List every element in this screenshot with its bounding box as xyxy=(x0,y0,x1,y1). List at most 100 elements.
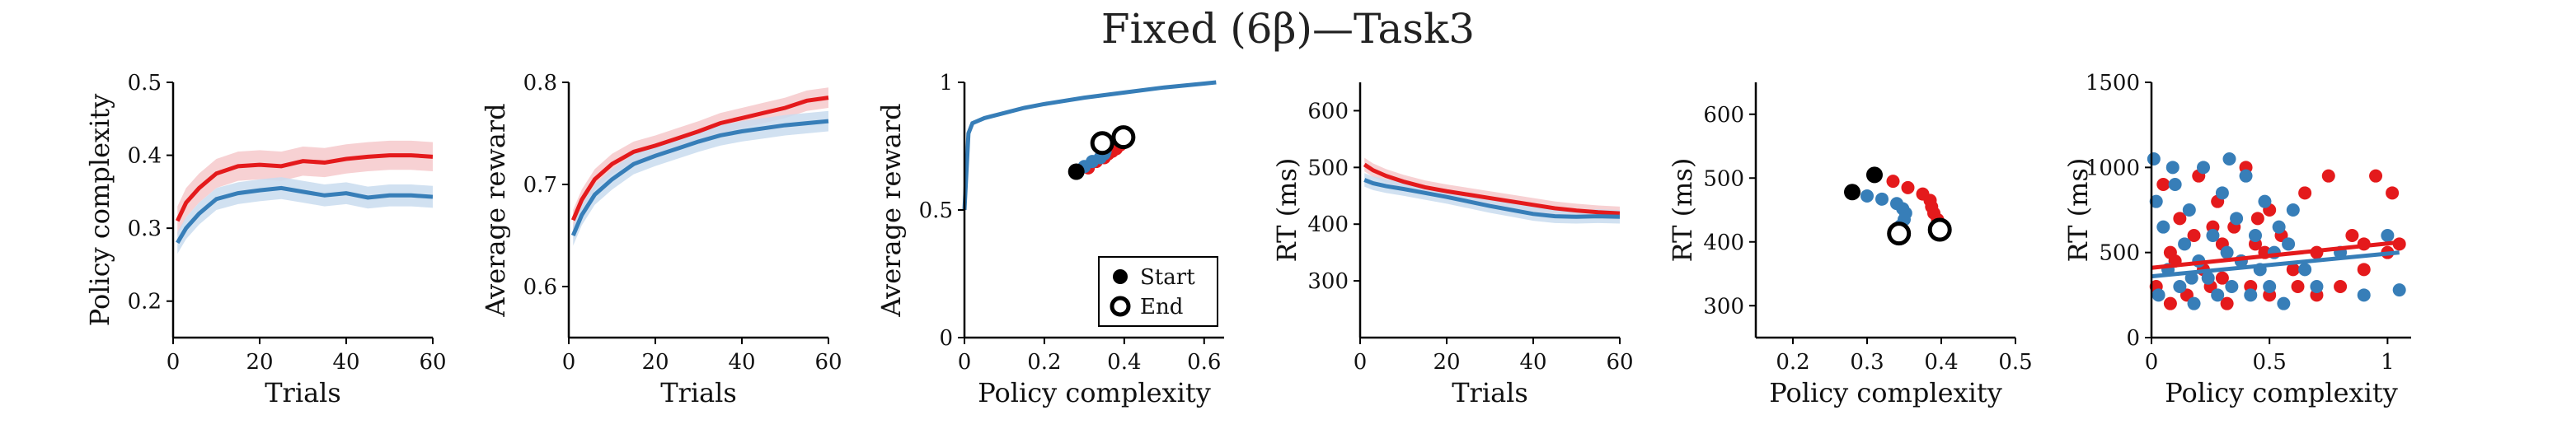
x-tick-label: 0.2 xyxy=(1776,350,1809,375)
chart-panel-1: 0 20 40 60 0.2 0.3 0.4 0.5 Trials Policy complexi… xyxy=(84,71,447,408)
y-tick-label: 0.2 xyxy=(128,290,162,315)
data-point-red xyxy=(2173,212,2187,226)
y-tick-label: 0.7 xyxy=(523,173,557,198)
y-tick-label: 0 xyxy=(939,326,953,351)
x-tick-label: 0.5 xyxy=(1998,350,2032,375)
y-tick-label: 600 xyxy=(1703,103,1744,128)
data-point-red xyxy=(1901,180,1915,194)
y-tick-label: 0.4 xyxy=(128,144,162,169)
y-tick-label: 1 xyxy=(939,71,953,96)
legend-end-marker xyxy=(1110,296,1131,317)
data-point-red xyxy=(2250,212,2264,226)
start-marker xyxy=(1844,184,1860,201)
y-tick-label: 0.6 xyxy=(523,275,557,300)
y-tick-label: 0.3 xyxy=(128,217,162,241)
data-point-red xyxy=(2386,186,2400,200)
x-tick-label: 0.4 xyxy=(1924,350,1958,375)
data-point-blue xyxy=(2277,296,2291,310)
x-tick-label: 0 xyxy=(562,350,576,375)
x-tick-label: 20 xyxy=(641,350,669,375)
x-tick-label: 60 xyxy=(1606,350,1633,375)
data-point-blue xyxy=(1875,192,1889,206)
data-point-blue xyxy=(2197,161,2210,175)
data-point-blue xyxy=(2357,288,2371,302)
series-line-blue xyxy=(1363,178,1621,219)
y-tick-label: 0.5 xyxy=(919,198,953,223)
y-tick-label: 0.8 xyxy=(523,71,557,96)
chart-panel-4: 0 20 40 60 300 400 500 600 Trials RT (ms) xyxy=(1271,82,1634,408)
data-point-blue xyxy=(2215,186,2229,200)
x-tick-label: 0.4 xyxy=(1107,350,1141,375)
data-point-blue xyxy=(2272,220,2286,234)
y-tick-label: 500 xyxy=(1703,166,1744,191)
data-point-blue xyxy=(2244,288,2258,302)
chart-panel-3: 0 0.2 0.4 0.6 0 0.5 1 Policy complexity Average … xyxy=(875,71,1224,408)
data-point-blue xyxy=(2187,296,2201,310)
data-point-blue xyxy=(2211,288,2225,302)
fit-line-blue xyxy=(2151,250,2400,279)
data-point-blue xyxy=(2225,280,2239,293)
data-point-red xyxy=(2334,280,2348,293)
data-point-red xyxy=(2291,280,2305,293)
y-tick-label: 300 xyxy=(1703,294,1744,319)
data-point-blue xyxy=(2178,237,2192,251)
data-point-blue xyxy=(2282,237,2296,251)
legend-start-marker xyxy=(1113,269,1128,284)
end-marker xyxy=(1927,217,1952,242)
y-tick-label: 600 xyxy=(1307,99,1349,124)
series-band-blue xyxy=(1364,173,1620,224)
legend-entry: Start xyxy=(1140,265,1195,290)
x-tick-label: 0 xyxy=(167,350,181,375)
x-tick-label: 60 xyxy=(419,350,446,375)
y-tick-label: 300 xyxy=(1307,269,1349,294)
data-point-red xyxy=(1886,175,1900,189)
x-tick-label: 0.2 xyxy=(1027,350,1061,375)
series-line-blue xyxy=(176,185,434,245)
data-point-blue xyxy=(2220,245,2234,259)
y-axis-label: RT (ms) xyxy=(1667,158,1698,263)
legend-entry: End xyxy=(1140,295,1183,319)
data-point-red xyxy=(2286,263,2300,277)
data-point-blue xyxy=(2165,161,2180,175)
frontier-line xyxy=(962,80,1217,211)
x-tick-label: 0.3 xyxy=(1850,350,1884,375)
end-marker xyxy=(1090,131,1114,156)
x-tick-label: 20 xyxy=(1433,350,1460,375)
y-tick-label: 400 xyxy=(1307,212,1349,237)
x-tick-label: 60 xyxy=(814,350,842,375)
chart-panel-6: 0 0.5 1 0 500 1000 1500 Policy complexity RT (ms… xyxy=(2062,71,2411,408)
end-marker xyxy=(1887,221,1912,246)
data-point-blue xyxy=(2310,280,2324,293)
data-point-blue xyxy=(2147,152,2161,166)
data-point-red xyxy=(2369,169,2383,183)
chart-panel-2: 0 20 40 60 0.6 0.7 0.8 Trials Average reward xyxy=(480,71,842,408)
data-point-blue xyxy=(2239,169,2253,183)
data-point-red xyxy=(2298,186,2312,200)
figure-title: Fixed (6β)—Task3 xyxy=(1100,5,1476,53)
data-point-blue xyxy=(2156,220,2170,234)
data-point-red xyxy=(2357,263,2371,277)
x-tick-label: 0.6 xyxy=(1187,350,1221,375)
y-tick-label: 500 xyxy=(1307,156,1349,180)
y-tick-label: 1500 xyxy=(2086,71,2140,96)
data-point-blue xyxy=(2381,229,2395,242)
series-line-blue xyxy=(570,119,829,236)
data-point-blue xyxy=(2258,194,2272,208)
data-point-blue xyxy=(2222,152,2236,166)
data-point-blue xyxy=(2149,194,2163,208)
data-point-blue xyxy=(2286,203,2300,217)
x-axis-label: Trials xyxy=(660,377,737,408)
x-axis-label: Trials xyxy=(1452,377,1528,408)
data-point-blue xyxy=(2206,229,2220,242)
x-tick-label: 0 xyxy=(2145,350,2159,375)
data-point-blue xyxy=(2298,263,2312,277)
data-point-blue xyxy=(2151,288,2165,302)
end-marker xyxy=(1111,125,1136,150)
data-point-red xyxy=(2220,296,2234,310)
x-tick-label: 40 xyxy=(1519,350,1546,375)
legend: Start End xyxy=(1098,256,1218,327)
data-point-red xyxy=(2163,296,2177,310)
y-axis-label: Policy complexity xyxy=(84,94,115,327)
data-point-blue xyxy=(2201,271,2215,285)
fit-line-red xyxy=(2151,240,2400,270)
